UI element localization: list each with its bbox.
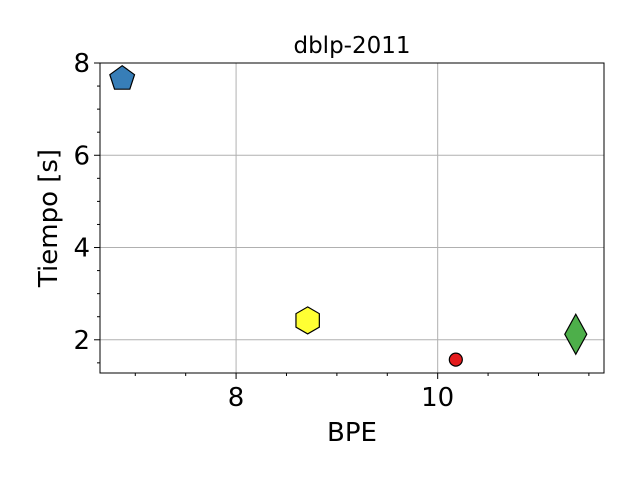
y-axis-label: Tiempo [s] [34, 149, 64, 288]
grid-lines [100, 62, 604, 373]
data-points [109, 64, 588, 367]
diamond-marker [564, 313, 588, 356]
chart-title: dblp-2011 [293, 33, 410, 59]
y-tick-label: 6 [73, 141, 90, 171]
x-axis-label: BPE [327, 418, 377, 448]
tick-labels: 8 10 2 4 6 8 [73, 49, 454, 413]
hexagon-marker [295, 306, 320, 335]
circle-marker [448, 352, 463, 367]
y-tick-label: 8 [73, 49, 90, 79]
pentagon-marker [109, 64, 136, 90]
axis-ticks [94, 62, 590, 379]
y-tick-label: 2 [73, 326, 90, 356]
plot-frame [99, 62, 605, 374]
y-tick-label: 4 [73, 234, 90, 264]
x-tick-label: 10 [421, 383, 454, 413]
x-tick-label: 8 [228, 383, 245, 413]
